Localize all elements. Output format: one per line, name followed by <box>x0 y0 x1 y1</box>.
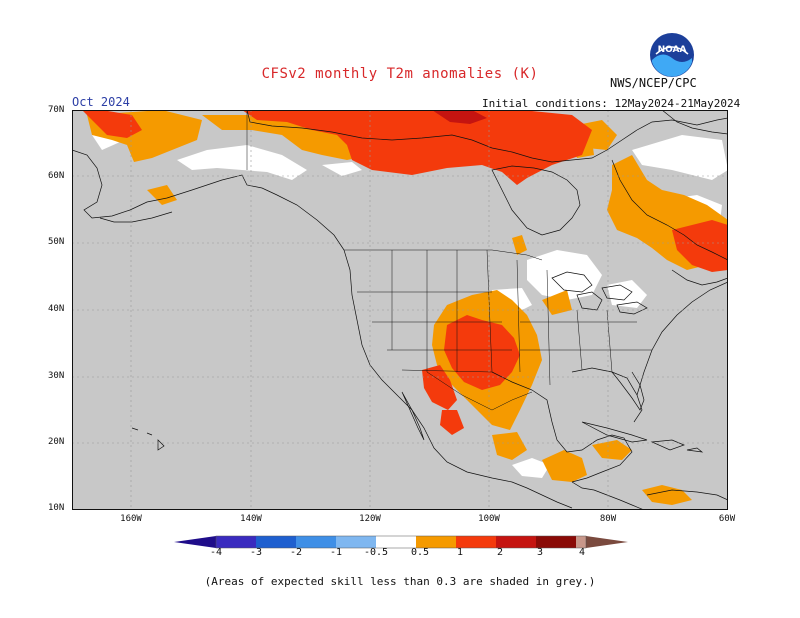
forecast-month: Oct 2024 <box>72 95 130 109</box>
colorbar-tick: -3 <box>249 547 263 558</box>
colorbar-segment <box>216 536 256 548</box>
political-boundaries <box>246 110 652 411</box>
colorbar-tick: 3 <box>536 547 544 558</box>
map-title: CFSv2 monthly T2m anomalies (K) <box>261 66 539 82</box>
warm-anomaly-areas-2-3 <box>432 110 487 124</box>
colorbar-segment <box>376 536 416 548</box>
lat-label-50n: 50N <box>48 237 65 247</box>
noaa-logo-text: NOAA <box>658 45 687 55</box>
lat-label-20n: 20N <box>48 437 65 447</box>
colorbar-tick: 0.5 <box>410 547 430 558</box>
skill-footnote: (Areas of expected skill less than 0.3 a… <box>204 575 596 588</box>
lat-label-10n: 10N <box>48 503 65 513</box>
lat-label-60n: 60N <box>48 171 65 181</box>
lon-label-160w: 160W <box>120 514 142 524</box>
lon-label-100w: 100W <box>478 514 500 524</box>
colorbar-tick: 1 <box>456 547 464 558</box>
colorbar-tick: -1 <box>329 547 343 558</box>
lat-label-30n: 30N <box>48 371 65 381</box>
colorbar-segment <box>536 536 576 548</box>
colorbar-segment <box>576 536 586 548</box>
colorbar-segment <box>456 536 496 548</box>
colorbar-tick: -0.5 <box>363 547 389 558</box>
colorbar-segment <box>336 536 376 548</box>
lon-label-60w: 60W <box>718 514 736 524</box>
colorbar-tick: -4 <box>209 547 223 558</box>
colorbar-tick: -2 <box>289 547 303 558</box>
colorbar-tick: 4 <box>578 547 586 558</box>
lat-label-40n: 40N <box>48 304 65 314</box>
colorbar-arrow-left <box>174 536 216 548</box>
colorbar-segment <box>296 536 336 548</box>
noaa-logo-icon: NOAA <box>650 33 694 77</box>
agency-label: NWS/NCEP/CPC <box>610 76 697 90</box>
colorbar-tick: 2 <box>496 547 504 558</box>
anomaly-map <box>72 110 728 510</box>
colorbar-arrow-right <box>586 536 628 548</box>
colorbar-segment <box>416 536 456 548</box>
lon-label-120w: 120W <box>359 514 381 524</box>
lon-label-80w: 80W <box>599 514 617 524</box>
colorbar-segment <box>496 536 536 548</box>
colorbar-segment <box>256 536 296 548</box>
coastlines <box>72 110 728 510</box>
initial-conditions: Initial conditions: 12May2024-21May2024 <box>482 97 741 110</box>
lat-label-70n: 70N <box>48 105 65 115</box>
lon-label-140w: 140W <box>240 514 262 524</box>
graticule <box>72 110 728 510</box>
colorbar <box>174 535 628 549</box>
map-frame <box>72 110 728 510</box>
